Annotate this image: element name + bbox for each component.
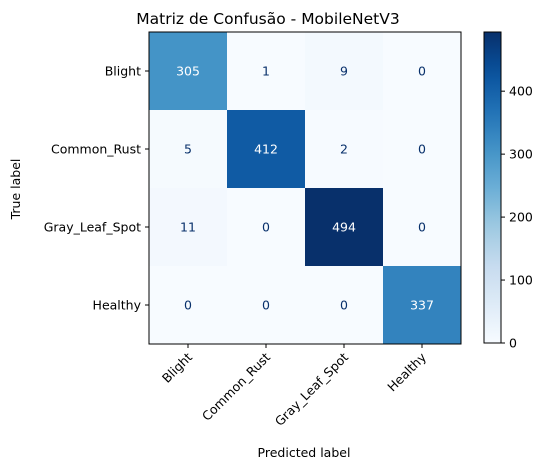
y-tick-label: Gray_Leaf_Spot (44, 220, 141, 235)
cell-value-2-0: 11 (180, 220, 196, 235)
x-tick-label: Gray_Leaf_Spot (272, 349, 351, 428)
heatmap-cell-1-0 (149, 110, 227, 188)
colorbar-tick-label: 400 (509, 84, 533, 99)
heatmap-cell-2-3 (383, 188, 461, 266)
heatmap-cell-2-1 (227, 188, 305, 266)
cell-value-2-3: 0 (418, 220, 426, 235)
cell-value-0-2: 9 (340, 64, 348, 79)
heatmap-cell-0-3 (383, 32, 461, 110)
colorbar-tick-label: 300 (509, 147, 533, 162)
cell-value-0-3: 0 (418, 64, 426, 79)
y-tick-label: Blight (105, 64, 141, 79)
colorbar-tick-label: 100 (509, 273, 533, 288)
heatmap-cell-1-3 (383, 110, 461, 188)
y-axis-label: True label (8, 159, 23, 221)
colorbar-tick-label: 0 (509, 336, 517, 351)
colorbar-tick-label: 200 (509, 210, 533, 225)
cell-value-1-3: 0 (418, 142, 426, 157)
cell-value-3-2: 0 (340, 298, 348, 313)
y-tick-label: Healthy (93, 298, 142, 313)
heatmap-cell-labels: 305 1 9 0 5 412 2 0 11 0 494 0 0 0 0 337 (176, 64, 434, 313)
heatmap-cells (149, 32, 461, 344)
heatmap-cell-0-1 (227, 32, 305, 110)
heatmap-cell-3-3 (383, 266, 461, 344)
cell-value-3-3: 337 (410, 298, 434, 313)
cell-value-1-1: 412 (254, 142, 278, 157)
heatmap-cell-0-0 (149, 32, 227, 110)
x-tick-label: Blight (159, 349, 195, 385)
heatmap-cell-3-1 (227, 266, 305, 344)
x-tick-label: Common_Rust (199, 349, 273, 423)
colorbar (483, 31, 502, 344)
cell-value-3-1: 0 (262, 298, 270, 313)
x-axis-label: Predicted label (258, 445, 351, 460)
heatmap-cell-3-0 (149, 266, 227, 344)
x-tick-label: Healthy (384, 349, 429, 394)
cell-value-2-2: 494 (332, 220, 356, 235)
cell-value-3-0: 0 (184, 298, 192, 313)
plot-frame (148, 31, 462, 345)
heatmap-cell-0-2 (305, 32, 383, 110)
cell-value-0-1: 1 (262, 64, 270, 79)
cell-value-0-0: 305 (176, 64, 200, 79)
cell-value-2-1: 0 (262, 220, 270, 235)
y-tick-label: Common_Rust (51, 142, 141, 157)
colorbar-ticks: 0 100 200 300 400 (501, 84, 533, 351)
chart-title: Matriz de Confusão - MobileNetV3 (136, 10, 399, 28)
heatmap-cell-1-1 (227, 110, 305, 188)
y-axis-ticks: Blight Common_Rust Gray_Leaf_Spot Healthy (44, 64, 149, 313)
heatmap-cell-2-2 (305, 188, 383, 266)
heatmap-cell-2-0 (149, 188, 227, 266)
heatmap-cell-3-2 (305, 266, 383, 344)
cell-value-1-2: 2 (340, 142, 348, 157)
heatmap-cell-1-2 (305, 110, 383, 188)
cell-value-1-0: 5 (184, 142, 192, 157)
